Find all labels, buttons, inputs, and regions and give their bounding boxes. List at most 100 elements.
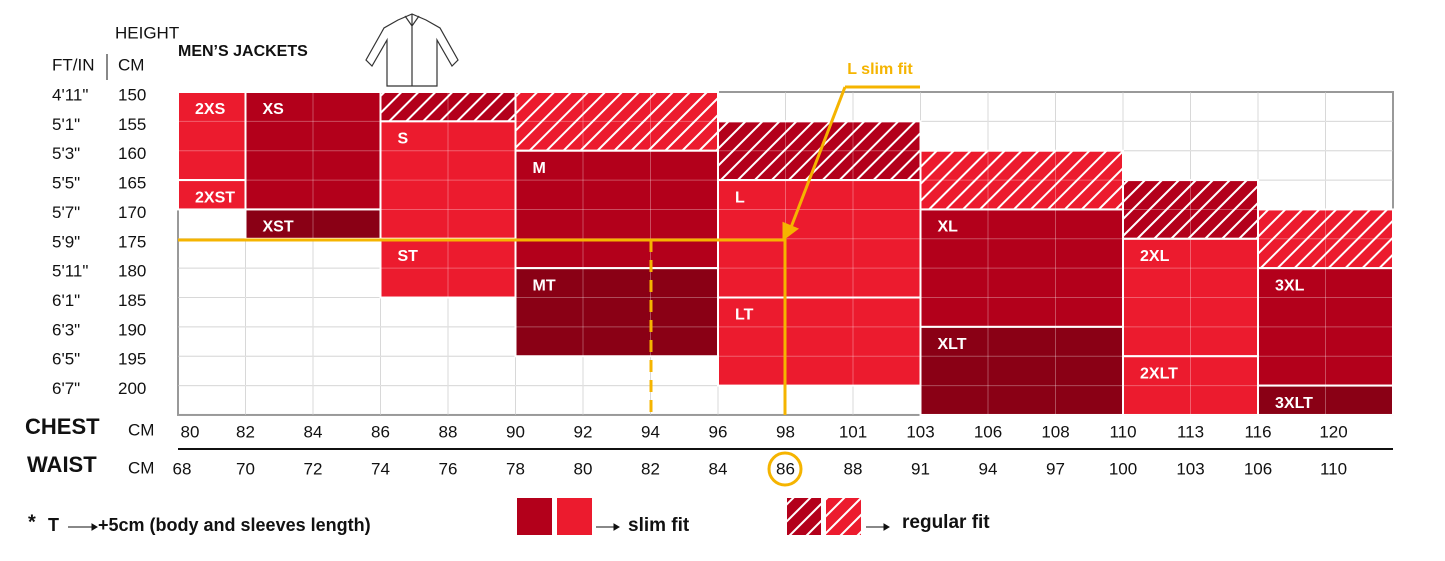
size-label: 2XLT: [1140, 365, 1178, 382]
size-block: [1122, 179, 1259, 240]
size-block: [1257, 208, 1394, 270]
chest-value: 101: [839, 422, 867, 441]
height-ft-in: 4'11": [52, 85, 88, 104]
waist-value: 103: [1176, 459, 1204, 478]
height-ft-in: 6'7": [52, 379, 80, 398]
chest-label: CHEST: [25, 414, 100, 439]
size-block: [919, 208, 1124, 328]
height-ft-in: 5'7": [52, 203, 80, 222]
size-block: [1257, 384, 1394, 416]
size-label: LT: [735, 307, 754, 324]
height-cm: 175: [118, 232, 146, 251]
height-cm: 165: [118, 174, 146, 193]
size-label: ST: [398, 248, 419, 265]
waist-value: 76: [439, 459, 458, 478]
chest-value: 120: [1319, 422, 1347, 441]
chest-value: 84: [304, 422, 323, 441]
waist-value: 84: [709, 459, 728, 478]
highlight-circle: [767, 451, 803, 487]
legend-regular: regular fit: [902, 512, 990, 533]
legend-arrow: [596, 523, 620, 531]
footnote-t: T: [48, 515, 59, 535]
legend-arrow: [866, 523, 890, 531]
product-title: MEN’S JACKETS: [178, 43, 308, 60]
footnote-text: +5cm (body and sleeves length): [98, 515, 371, 535]
waist-value: 97: [1046, 459, 1065, 478]
waist-value: 100: [1109, 459, 1137, 478]
waist-value: 106: [1244, 459, 1272, 478]
chest-value: 80: [181, 422, 200, 441]
chest-value: 90: [506, 422, 525, 441]
size-label: 3XL: [1275, 277, 1305, 294]
height-cm: 155: [118, 115, 146, 134]
size-block: [379, 237, 517, 299]
size-label: 3XLT: [1275, 395, 1313, 412]
legend-slim: slim fit: [628, 515, 690, 536]
height-cm: 195: [118, 350, 146, 369]
height-cm: 185: [118, 291, 146, 310]
cm-header: CM: [118, 55, 144, 74]
waist-value: 80: [574, 459, 593, 478]
size-label: 2XS: [195, 101, 226, 118]
height-cm: 150: [118, 85, 146, 104]
waist-value: 78: [506, 459, 525, 478]
size-label: MT: [533, 277, 556, 294]
height-cm: 200: [118, 379, 146, 398]
size-blocks: [177, 91, 1394, 416]
height-cm: 170: [118, 203, 146, 222]
chest-value: 96: [709, 422, 728, 441]
chest-value: 113: [1177, 422, 1204, 441]
size-label: XLT: [938, 336, 967, 353]
annotation: L slim fit: [847, 61, 913, 78]
size-block: [717, 296, 922, 387]
waist-value: 82: [641, 459, 660, 478]
chest-value: 108: [1041, 422, 1069, 441]
chest-value: 98: [776, 422, 795, 441]
height-cm: 180: [118, 262, 146, 281]
size-block: [514, 149, 719, 270]
footnote-arrow: [68, 523, 98, 531]
waist-label: WAIST: [27, 452, 97, 477]
size-label: 2XST: [195, 189, 235, 206]
labels: 2XS 2XST XS XST S ST M MT L LT XL XLT 2XL 2XLT 3XL 3XLT…: [52, 85, 1348, 478]
height-ft-in: 5'9": [52, 232, 80, 251]
size-label: S: [398, 131, 409, 148]
guide-lines: [178, 85, 920, 415]
waist-value: 94: [979, 459, 998, 478]
waist-value: 86: [776, 459, 795, 478]
waist-value: 70: [236, 459, 255, 478]
size-label: 2XL: [1140, 248, 1170, 265]
size-block: [1257, 267, 1394, 387]
size-block: [1122, 355, 1259, 416]
waist-value: 68: [173, 459, 192, 478]
legend-swatch: [557, 498, 592, 535]
size-label: L: [735, 189, 745, 206]
height-cm: 160: [118, 144, 146, 163]
chest-unit: CM: [128, 420, 154, 439]
chest-value: 82: [236, 422, 255, 441]
height-ft-in: 5'11": [52, 262, 88, 281]
height-ft-in: 6'5": [52, 350, 80, 369]
size-block: [177, 91, 247, 182]
height-ft-in: 6'1": [52, 291, 80, 310]
height-ft-in: 5'1": [52, 115, 80, 134]
height-ft-in: 6'3": [52, 320, 80, 339]
size-label: XST: [263, 219, 294, 236]
overlay: [178, 92, 1393, 415]
ft-in-header: FT/IN: [52, 55, 95, 74]
size-block: [379, 91, 517, 123]
chest-value: 92: [574, 422, 593, 441]
jacket-icon: [365, 13, 459, 87]
waist-unit: CM: [128, 458, 154, 477]
size-label: XS: [263, 101, 285, 118]
size-block: [919, 325, 1124, 416]
height-ft-in: 5'5": [52, 174, 80, 193]
height-title: HEIGHT: [115, 23, 179, 42]
chest-value: 116: [1244, 422, 1271, 441]
waist-value: 88: [844, 459, 863, 478]
chest-value: 106: [974, 422, 1002, 441]
chest-value: 86: [371, 422, 390, 441]
legend-swatch: [826, 498, 861, 535]
size-label: M: [533, 160, 546, 177]
